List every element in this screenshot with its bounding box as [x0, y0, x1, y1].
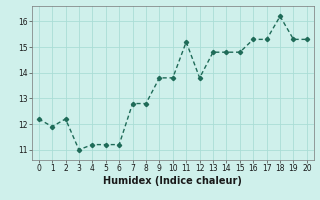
- X-axis label: Humidex (Indice chaleur): Humidex (Indice chaleur): [103, 176, 242, 186]
